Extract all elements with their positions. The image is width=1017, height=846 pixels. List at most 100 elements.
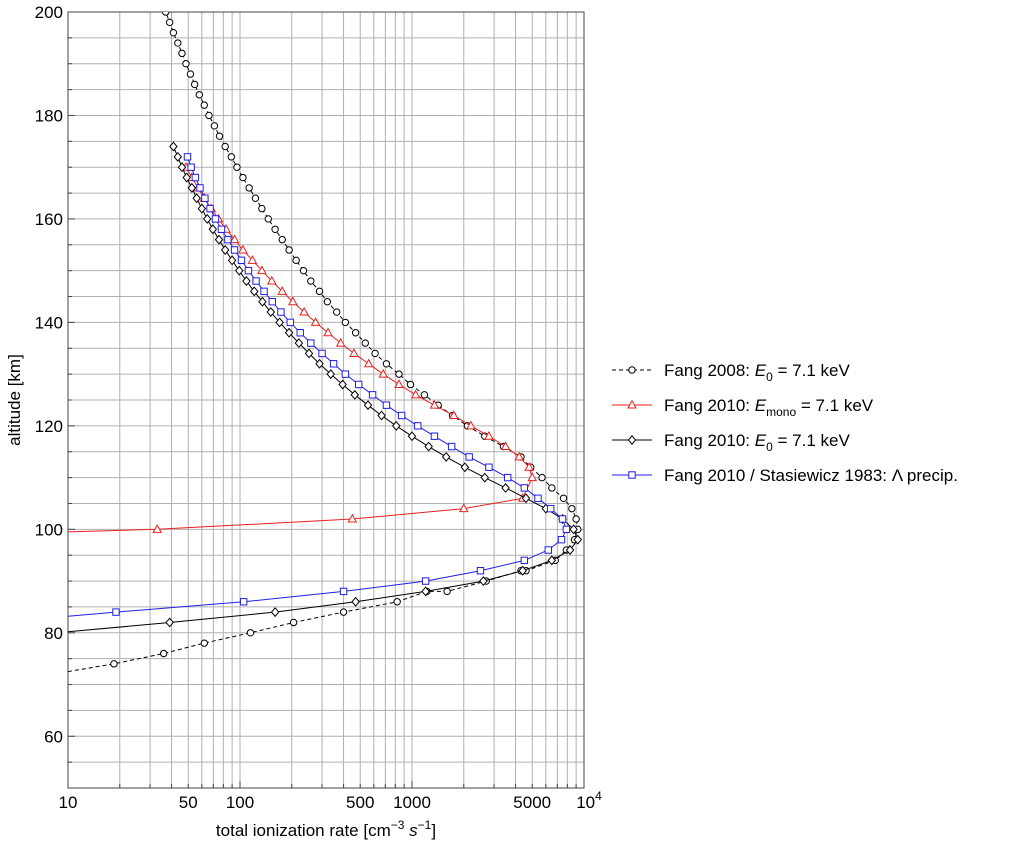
series-line: [68, 12, 579, 673]
data-point: [229, 234, 240, 244]
data-point: [363, 400, 373, 411]
data-point: [466, 420, 476, 430]
data-point: [112, 608, 120, 616]
series-layer: [68, 12, 583, 673]
data-point: [270, 607, 280, 618]
legend-entry-3: Fang 2010: E0 = 7.1 keV: [612, 431, 850, 454]
data-point: [257, 265, 267, 275]
data-point: [288, 296, 298, 306]
data-point: [573, 534, 583, 545]
data-point: [392, 420, 401, 431]
data-point: [355, 380, 363, 389]
data-point: [534, 494, 542, 502]
data-point: [520, 484, 529, 492]
y-tick-label: 100: [35, 520, 63, 539]
data-point: [183, 153, 192, 161]
data-point: [568, 504, 576, 513]
y-axis-label: altitude [km]: [5, 354, 24, 446]
data-point: [190, 80, 199, 89]
data-point: [394, 379, 404, 388]
x-label-mid: s: [404, 821, 418, 840]
data-point: [278, 235, 286, 244]
data-point: [447, 442, 456, 451]
data-point: [178, 49, 186, 58]
data-point: [169, 28, 178, 37]
data-point: [260, 287, 268, 296]
data-point: [187, 163, 195, 171]
data-point: [264, 215, 272, 223]
data-point: [361, 339, 369, 347]
data-point: [289, 618, 298, 627]
x-label-base: total ionization rate [cm: [216, 821, 391, 840]
legend-swatch-marker: [628, 471, 636, 479]
data-point: [169, 141, 178, 152]
data-point: [429, 399, 440, 409]
data-point: [217, 225, 226, 233]
data-point: [227, 153, 235, 161]
data-point: [271, 225, 279, 233]
data-point: [177, 162, 187, 173]
data-point: [559, 494, 568, 502]
data-point: [371, 349, 379, 358]
data-point: [326, 369, 336, 380]
data-point: [569, 524, 578, 535]
data-point: [294, 338, 304, 349]
x-tick-label: 1000: [393, 793, 431, 812]
data-point: [524, 462, 535, 471]
x-label-exp1: −3: [391, 818, 405, 832]
legend-swatch-marker: [627, 399, 637, 409]
data-point: [565, 545, 575, 555]
data-point: [245, 184, 253, 192]
series-2: [68, 161, 538, 533]
data-point: [187, 182, 197, 193]
data-point: [165, 617, 174, 628]
data-point: [275, 317, 284, 328]
data-point: [329, 360, 338, 368]
data-point: [382, 401, 391, 409]
data-point: [393, 598, 401, 606]
data-point: [562, 525, 571, 534]
data-point: [307, 339, 315, 347]
data-point: [299, 266, 308, 275]
data-point: [546, 504, 555, 513]
data-point: [252, 277, 260, 285]
series-4: [68, 153, 571, 617]
data-point: [572, 515, 580, 523]
x-tick-label: 500: [346, 793, 374, 812]
y-tick-label: 80: [44, 624, 63, 643]
data-point: [465, 453, 473, 461]
x-tick-label: 104: [576, 789, 602, 812]
data-point: [224, 235, 232, 244]
data-point: [162, 12, 170, 16]
data-point: [304, 348, 314, 359]
data-point: [410, 389, 421, 399]
data-point: [514, 451, 525, 461]
data-point: [206, 204, 214, 213]
data-point: [341, 318, 350, 327]
data-point: [339, 587, 348, 596]
data-point: [197, 203, 207, 214]
data-point: [186, 70, 195, 78]
data-point: [239, 173, 247, 182]
x-axis-label: total ionization rate [cm−3 s−1]: [216, 818, 436, 840]
data-point: [182, 60, 190, 68]
data-point: [421, 577, 430, 585]
data-point: [165, 18, 174, 27]
legend-label: Fang 2010: E0 = 7.1 keV: [664, 431, 850, 454]
data-point: [220, 245, 230, 255]
y-tick-label: 180: [35, 106, 63, 125]
data-point: [238, 244, 248, 254]
data-point: [214, 234, 224, 245]
data-point: [479, 576, 488, 587]
data-point: [557, 535, 566, 544]
data-point: [339, 608, 348, 616]
data-point: [503, 473, 512, 482]
data-point: [173, 151, 183, 162]
data-point: [448, 410, 459, 420]
x-label-exp2: −1: [418, 818, 432, 832]
data-point: [318, 349, 326, 358]
data-point: [191, 173, 200, 182]
series-3: [68, 141, 583, 633]
data-point: [192, 193, 201, 204]
